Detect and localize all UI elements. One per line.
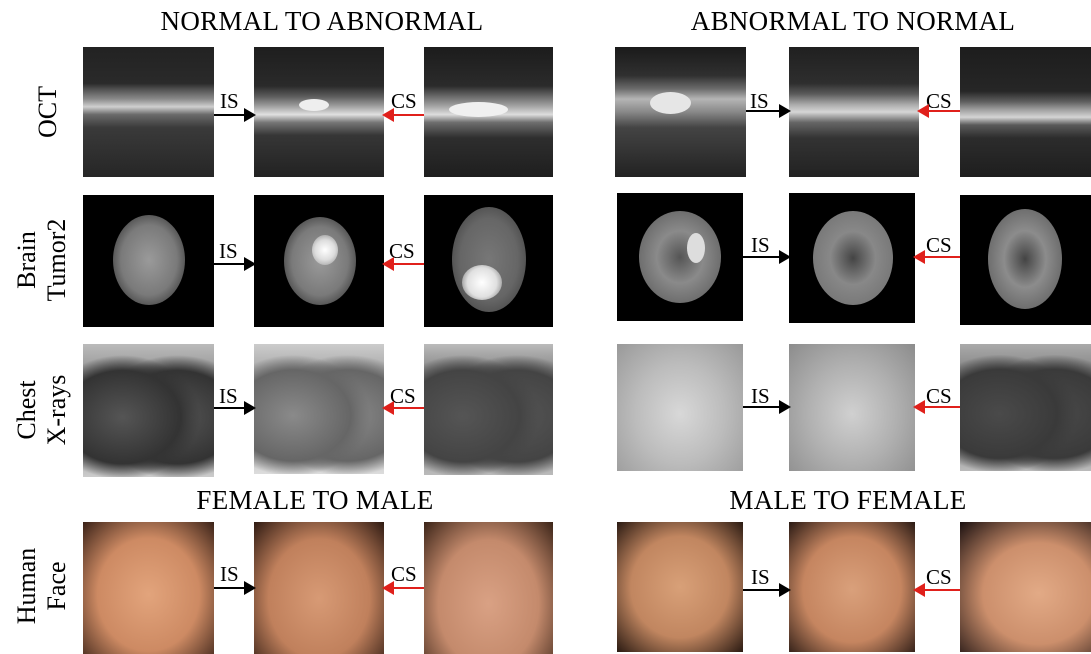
xray-normal-generated-image xyxy=(789,344,915,471)
cs-label: CS xyxy=(926,565,952,589)
arrow-shaft xyxy=(915,406,960,408)
arrow-head xyxy=(382,257,394,271)
brain-normal-generated-image xyxy=(789,193,915,323)
arrow-shaft xyxy=(384,587,424,589)
oct-normal-generated-image xyxy=(789,47,919,177)
arrow-head xyxy=(382,108,394,122)
row-label-line2: Tumor2 xyxy=(42,218,71,302)
oct-abnormal-reference-image xyxy=(424,47,553,177)
oct-normal-input-image xyxy=(83,47,214,177)
row-label-chest-xrays: Chest X-rays xyxy=(12,375,72,446)
is-label: IS xyxy=(219,384,238,408)
cs-label: CS xyxy=(390,384,416,408)
face-female-input-image xyxy=(83,522,214,654)
arrow-head xyxy=(779,583,791,597)
row-label-line1: OCT xyxy=(33,86,62,138)
title-female-to-male: FEMALE TO MALE xyxy=(196,485,434,515)
arrow-head xyxy=(382,581,394,595)
face-female-reference-image xyxy=(960,522,1091,652)
row-label-brain-tumor: Brain Tumor2 xyxy=(12,219,72,302)
arrow-shaft xyxy=(743,256,789,258)
arrow-head xyxy=(779,104,791,118)
face-male-input-image xyxy=(617,522,743,652)
arrow-shaft xyxy=(384,263,424,265)
title-abnormal-to-normal: ABNORMAL TO NORMAL xyxy=(690,6,1016,36)
arrow-head xyxy=(244,257,256,271)
row-label-line2: X-rays xyxy=(42,374,71,446)
is-label: IS xyxy=(219,239,238,263)
arrow-head xyxy=(913,250,925,264)
row-label-line1: Human xyxy=(12,547,41,625)
arrow-shaft xyxy=(919,110,960,112)
arrow-shaft xyxy=(915,256,960,258)
is-label: IS xyxy=(751,565,770,589)
xray-normal-input-image xyxy=(83,344,214,477)
brain-tumor-reference-image xyxy=(424,195,553,327)
arrow-shaft xyxy=(384,407,424,409)
arrow-head xyxy=(244,401,256,415)
arrow-shaft xyxy=(743,589,789,591)
brain-tumor-generated-image xyxy=(254,195,384,327)
arrow-head xyxy=(244,108,256,122)
arrow-shaft xyxy=(743,406,789,408)
xray-abnormal-input-image xyxy=(617,344,743,471)
face-male-reference-image xyxy=(424,522,553,654)
is-label: IS xyxy=(751,384,770,408)
cs-label: CS xyxy=(926,384,952,408)
brain-normal-input-image xyxy=(83,195,214,327)
brain-tumor-input-image xyxy=(617,193,743,321)
row-label-line1: Chest xyxy=(12,380,41,440)
is-label: IS xyxy=(220,562,239,586)
brain-normal-reference-image xyxy=(960,195,1091,325)
oct-abnormal-generated-image xyxy=(254,47,384,177)
row-label-human-face: Human Face xyxy=(12,548,72,625)
arrow-shaft xyxy=(384,114,424,116)
xray-abnormal-reference-image xyxy=(424,344,553,475)
arrow-head xyxy=(779,250,791,264)
title-male-to-female: MALE TO FEMALE xyxy=(729,485,967,515)
arrow-head xyxy=(913,583,925,597)
arrow-head xyxy=(382,401,394,415)
arrow-shaft xyxy=(915,589,960,591)
oct-abnormal-input-image xyxy=(615,47,746,177)
xray-abnormal-generated-image xyxy=(254,344,384,474)
is-label: IS xyxy=(750,89,769,113)
xray-normal-reference-image xyxy=(960,344,1091,471)
face-male-generated-image xyxy=(254,522,384,654)
row-label-oct: OCT xyxy=(33,86,63,138)
arrow-head xyxy=(779,400,791,414)
face-female-generated-image xyxy=(789,522,915,652)
is-label: IS xyxy=(751,233,770,257)
arrow-shaft xyxy=(214,263,254,265)
cs-label: CS xyxy=(391,89,417,113)
is-label: IS xyxy=(220,89,239,113)
title-normal-to-abnormal: NORMAL TO ABNORMAL xyxy=(160,6,484,36)
arrow-shaft xyxy=(746,110,789,112)
cs-label: CS xyxy=(391,562,417,586)
cs-label: CS xyxy=(926,89,952,113)
arrow-head xyxy=(913,400,925,414)
arrow-head xyxy=(917,104,929,118)
oct-normal-reference-image xyxy=(960,47,1091,177)
arrow-shaft xyxy=(214,114,254,116)
arrow-shaft xyxy=(214,407,254,409)
arrow-shaft xyxy=(214,587,254,589)
cs-label: CS xyxy=(926,233,952,257)
row-label-line2: Face xyxy=(42,561,71,611)
arrow-head xyxy=(244,581,256,595)
row-label-line1: Brain xyxy=(12,231,41,289)
